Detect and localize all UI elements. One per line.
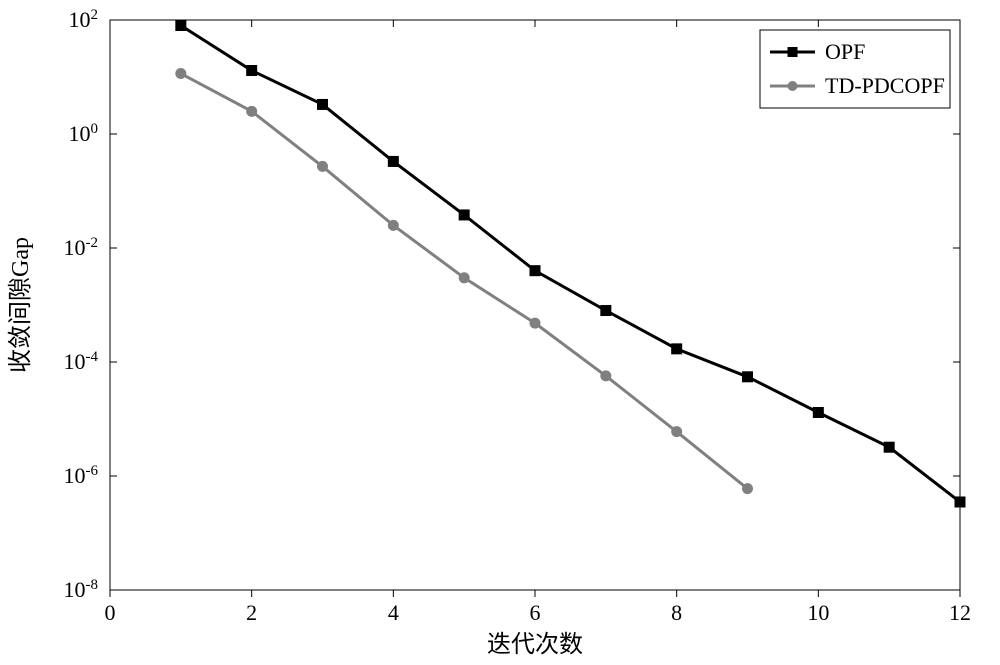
x-tick-label: 6 [530, 600, 541, 625]
legend-label: TD-PDCOPF [825, 73, 945, 98]
convergence-chart: 0 2 4 6 8 10 12 迭代次数 10-8 10-6 10-4 10-2 100 102 收敛间隙G… [0, 0, 1000, 665]
x-tick-label: 0 [105, 600, 116, 625]
marker-square [813, 408, 823, 418]
marker-circle [318, 161, 328, 171]
y-tick-label: 10-8 [64, 577, 99, 602]
plot-frame [110, 20, 960, 590]
y-tick-label: 102 [69, 7, 99, 32]
marker-square [955, 497, 965, 507]
marker-square [318, 99, 328, 109]
marker-circle [459, 273, 469, 283]
y-axis-label: 收敛间隙Gap [7, 237, 34, 373]
marker-square [530, 266, 540, 276]
x-tick-label: 10 [807, 600, 829, 625]
marker-square [743, 372, 753, 382]
marker-square [459, 210, 469, 220]
y-tick-label: 10-2 [64, 235, 99, 260]
marker-square [176, 21, 186, 31]
marker-circle [530, 318, 540, 328]
x-tick-label: 8 [671, 600, 682, 625]
marker-square [672, 344, 682, 354]
marker-square [247, 66, 257, 76]
marker-circle [601, 371, 611, 381]
legend-marker [788, 47, 798, 57]
marker-circle [247, 106, 257, 116]
y-tick-label: 10-6 [64, 463, 99, 488]
marker-square [388, 156, 398, 166]
marker-square [601, 306, 611, 316]
marker-square [884, 442, 894, 452]
chart-svg: 0 2 4 6 8 10 12 迭代次数 10-8 10-6 10-4 10-2 100 102 收敛间隙G… [0, 0, 1000, 665]
x-tick-label: 2 [246, 600, 257, 625]
x-axis-label: 迭代次数 [487, 631, 583, 658]
marker-circle [388, 220, 398, 230]
marker-circle [176, 69, 186, 79]
y-tick-label: 10-4 [64, 349, 99, 374]
marker-circle [743, 484, 753, 494]
y-tick-label: 100 [69, 121, 99, 146]
x-tick-label: 12 [949, 600, 971, 625]
legend-label: OPF [825, 39, 865, 64]
marker-circle [672, 427, 682, 437]
x-tick-label: 4 [388, 600, 399, 625]
legend-marker [788, 81, 798, 91]
